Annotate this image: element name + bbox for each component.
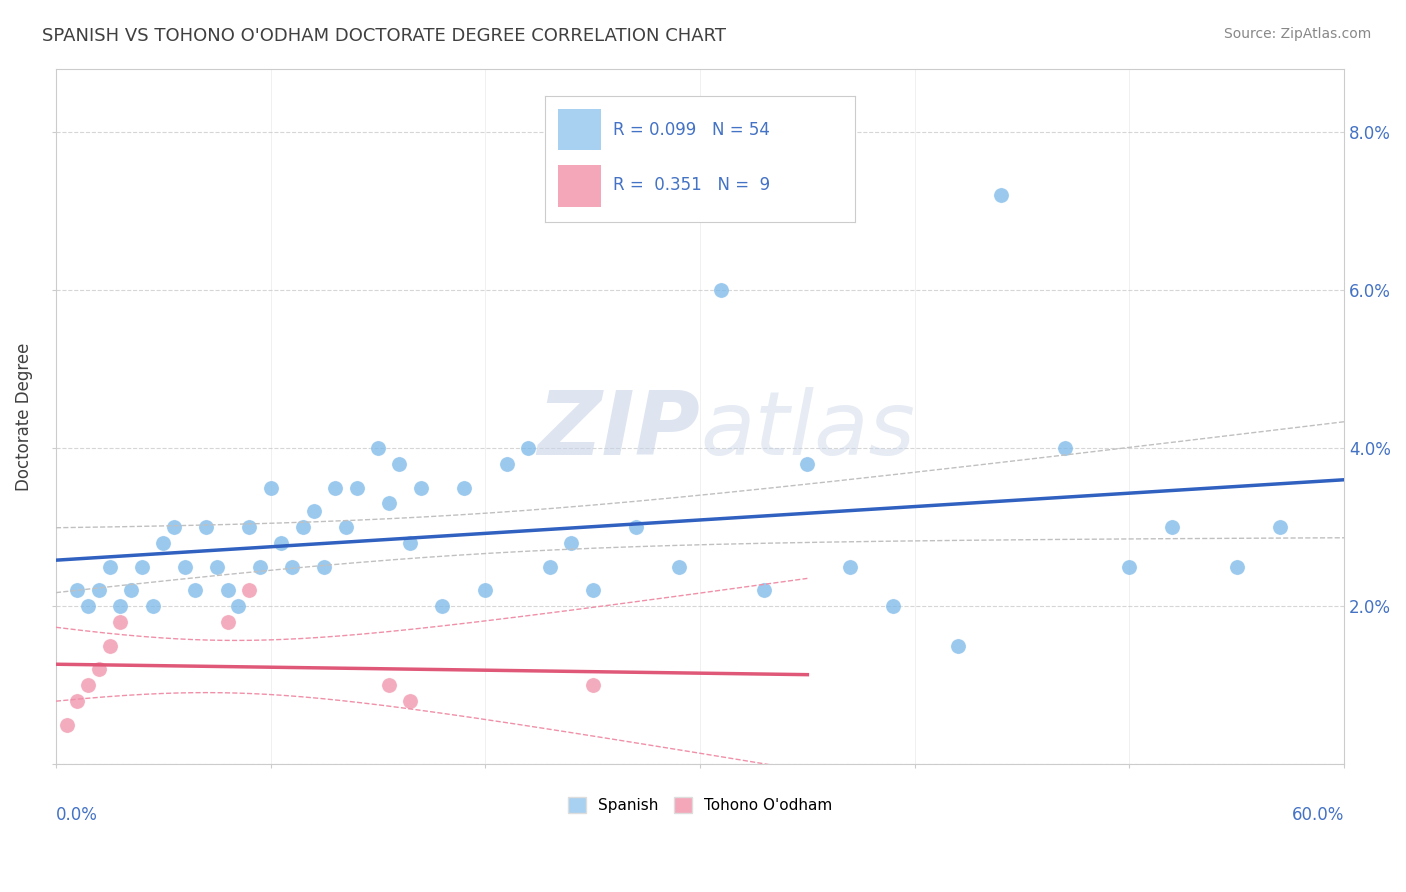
- Point: [346, 481, 368, 495]
- Point: [399, 694, 422, 708]
- Point: [87, 662, 110, 676]
- Point: [217, 615, 239, 629]
- Point: [110, 615, 132, 629]
- Point: [517, 441, 540, 455]
- Point: [377, 678, 399, 692]
- Point: [1053, 441, 1076, 455]
- Point: [131, 559, 153, 574]
- Point: [754, 583, 776, 598]
- Point: [409, 481, 432, 495]
- Text: 0.0%: 0.0%: [56, 806, 98, 824]
- Point: [291, 520, 314, 534]
- Point: [399, 536, 422, 550]
- Point: [77, 678, 100, 692]
- Legend: Spanish, Tohono O'odham: Spanish, Tohono O'odham: [561, 791, 838, 819]
- Point: [582, 583, 605, 598]
- Point: [946, 639, 969, 653]
- Text: SPANISH VS TOHONO O'ODHAM DOCTORATE DEGREE CORRELATION CHART: SPANISH VS TOHONO O'ODHAM DOCTORATE DEGR…: [42, 27, 725, 45]
- Point: [228, 599, 250, 614]
- Point: [323, 481, 346, 495]
- Point: [710, 283, 733, 297]
- Point: [281, 559, 304, 574]
- Point: [141, 599, 163, 614]
- Point: [560, 536, 582, 550]
- Point: [839, 559, 862, 574]
- Point: [249, 559, 271, 574]
- Point: [270, 536, 292, 550]
- Point: [624, 520, 647, 534]
- Point: [120, 583, 142, 598]
- Point: [388, 457, 411, 471]
- Point: [1161, 520, 1184, 534]
- Point: [195, 520, 218, 534]
- Point: [302, 504, 325, 518]
- Point: [538, 559, 561, 574]
- Point: [163, 520, 186, 534]
- Point: [184, 583, 207, 598]
- Point: [110, 599, 132, 614]
- Point: [314, 559, 336, 574]
- Point: [367, 441, 389, 455]
- Point: [990, 188, 1012, 202]
- Point: [98, 639, 121, 653]
- Point: [259, 481, 281, 495]
- Text: 60.0%: 60.0%: [1292, 806, 1344, 824]
- Point: [432, 599, 454, 614]
- Point: [377, 496, 399, 510]
- Point: [668, 559, 690, 574]
- Point: [238, 520, 260, 534]
- Point: [1118, 559, 1140, 574]
- Point: [152, 536, 174, 550]
- Point: [173, 559, 195, 574]
- Point: [77, 599, 100, 614]
- Point: [238, 583, 260, 598]
- Point: [217, 583, 239, 598]
- Point: [796, 457, 818, 471]
- Point: [453, 481, 475, 495]
- Point: [335, 520, 357, 534]
- Point: [55, 717, 77, 731]
- Point: [98, 559, 121, 574]
- Point: [882, 599, 904, 614]
- Point: [582, 678, 605, 692]
- Point: [474, 583, 496, 598]
- Y-axis label: Doctorate Degree: Doctorate Degree: [15, 343, 32, 491]
- Point: [1268, 520, 1291, 534]
- Point: [66, 694, 89, 708]
- Point: [205, 559, 228, 574]
- Point: [87, 583, 110, 598]
- Text: atlas: atlas: [700, 387, 915, 474]
- Point: [66, 583, 89, 598]
- Point: [495, 457, 517, 471]
- Text: Source: ZipAtlas.com: Source: ZipAtlas.com: [1223, 27, 1371, 41]
- Point: [1226, 559, 1249, 574]
- Text: ZIP: ZIP: [537, 387, 700, 474]
